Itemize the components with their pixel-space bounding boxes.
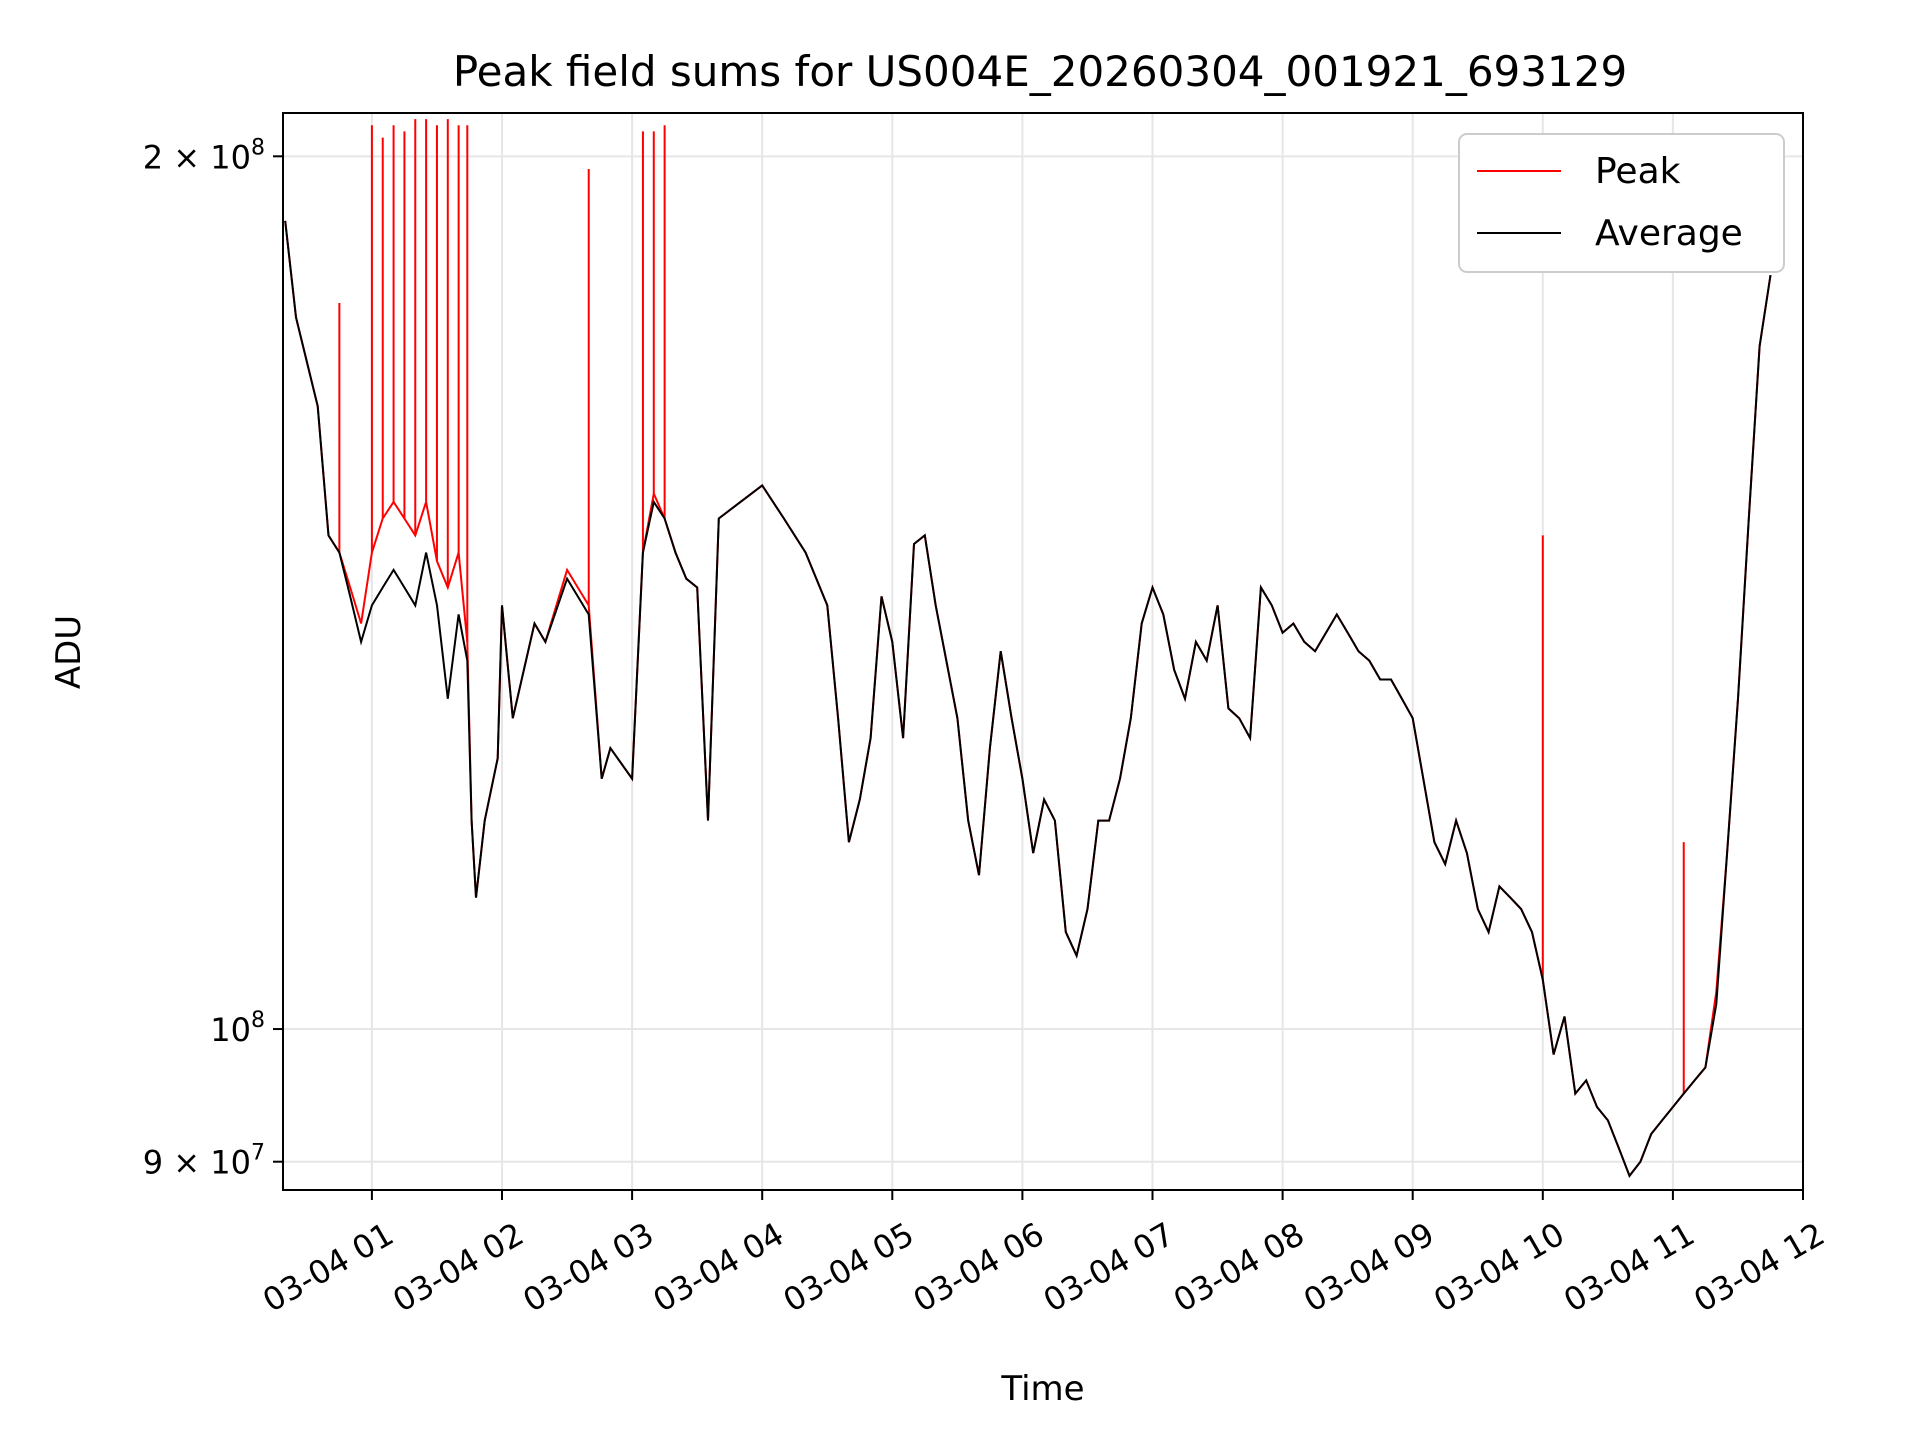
x-tick-label: 03-04 06 xyxy=(907,1215,1051,1320)
x-tick-label: 03-04 08 xyxy=(1167,1215,1311,1320)
x-tick-label: 03-04 02 xyxy=(386,1215,530,1320)
chart-title: Peak field sums for US004E_20260304_0019… xyxy=(453,47,1627,96)
x-tick-label: 03-04 07 xyxy=(1037,1215,1181,1320)
peak-spikes xyxy=(338,119,1685,1094)
y-axis-label: ADU xyxy=(49,615,89,689)
y-tick-label: 9 × 107 xyxy=(143,1141,265,1182)
legend-label-peak: Peak xyxy=(1595,151,1681,192)
y-tick-label: 108 xyxy=(210,1008,265,1049)
x-axis-label: Time xyxy=(1000,1369,1084,1409)
x-tick-label: 03-04 03 xyxy=(517,1215,661,1320)
x-tick-label: 03-04 11 xyxy=(1557,1215,1701,1320)
legend: Peak Average xyxy=(1458,133,1785,273)
x-tick-label: 03-04 09 xyxy=(1297,1215,1441,1320)
plot-frame xyxy=(282,112,1804,1191)
x-tick-label: 03-04 12 xyxy=(1687,1215,1831,1320)
y-axis: 2 × 108 108 9 × 107 xyxy=(143,135,283,1182)
legend-box xyxy=(1458,133,1785,273)
series-line-average xyxy=(284,220,1772,1178)
legend-label-average: Average xyxy=(1595,213,1743,254)
grid xyxy=(283,113,1804,1190)
x-tick-label: 03-04 04 xyxy=(647,1215,791,1320)
x-tick-label: 03-04 05 xyxy=(777,1215,921,1320)
x-tick-label: 03-04 10 xyxy=(1427,1215,1571,1320)
y-tick-label: 2 × 108 xyxy=(143,135,265,176)
plot-area xyxy=(284,119,1772,1178)
plot-lines xyxy=(284,119,1772,1178)
series-line-peak xyxy=(284,220,1772,1178)
x-tick-label: 03-04 01 xyxy=(256,1215,400,1320)
